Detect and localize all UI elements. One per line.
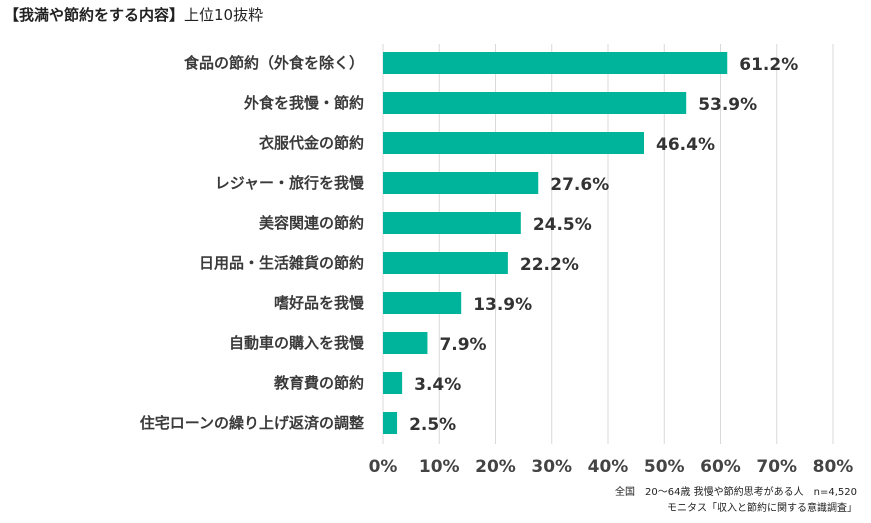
value-label-8: 3.4% — [414, 375, 461, 395]
category-label-3: レジャー・旅行を我慢 — [215, 174, 365, 192]
category-label-0: 食品の節約（外食を除く） — [184, 54, 364, 72]
bar-4 — [383, 212, 521, 234]
bar-2 — [383, 132, 644, 154]
category-label-5: 日用品・生活雑貨の節約 — [199, 254, 364, 272]
value-label-2: 46.4% — [656, 135, 715, 155]
x-tick-label-20: 20% — [475, 457, 516, 477]
x-tick-label-10: 10% — [419, 457, 460, 477]
footnote-sample: 全国 20～64歳 我慢や節約思考がある人 n=4,520 — [615, 487, 857, 498]
x-tick-label-70: 70% — [756, 457, 797, 477]
value-label-4: 24.5% — [533, 215, 592, 235]
value-label-1: 53.9% — [698, 95, 757, 115]
value-label-0: 61.2% — [739, 55, 798, 75]
footnote-source: モニタス「収入と節約に関する意識調査」 — [667, 503, 857, 514]
x-axis-tick-labels: 0% 10% 20% 30% 40% 50% 60% 70% 80% — [369, 457, 854, 477]
bars — [383, 52, 728, 434]
category-label-9: 住宅ローンの繰り上げ返済の調整 — [140, 414, 364, 432]
bar-6 — [383, 292, 462, 314]
x-tick-label-50: 50% — [644, 457, 685, 477]
x-tick-label-80: 80% — [813, 457, 854, 477]
category-label-2: 衣服代金の節約 — [259, 134, 364, 152]
value-label-5: 22.2% — [520, 255, 579, 275]
value-label-3: 27.6% — [550, 175, 609, 195]
x-tick-label-30: 30% — [531, 457, 572, 477]
bar-9 — [383, 412, 398, 434]
bar-3 — [383, 172, 539, 194]
bar-7 — [383, 332, 428, 354]
bar-5 — [383, 252, 508, 274]
category-label-6: 嗜好品を我慢 — [274, 294, 365, 312]
chart-title-rest: 上位10抜粋 — [184, 6, 264, 24]
chart-title-bold: 【我満や節約をする内容】 — [4, 6, 185, 24]
bar-8 — [383, 372, 403, 394]
x-tick-label-60: 60% — [700, 457, 741, 477]
value-label-9: 2.5% — [409, 415, 456, 435]
x-tick-label-0: 0% — [369, 457, 398, 477]
category-label-8: 教育費の節約 — [273, 374, 364, 392]
chart-title: 【我満や節約をする内容】上位10抜粋 — [4, 4, 263, 25]
category-label-4: 美容関連の節約 — [259, 214, 364, 232]
bar-1 — [383, 92, 687, 114]
category-labels: 食品の節約（外食を除く） 外食を我慢・節約衣服代金の節約レジャー・旅行を我慢美容関… — [140, 54, 365, 432]
category-label-7: 自動車の購入を我慢 — [229, 334, 365, 352]
bar-0 — [383, 52, 728, 74]
value-label-7: 7.9% — [439, 335, 486, 355]
value-labels: 61.2% 53.9% 46.4% 27.6% 24.5% 22.2% 13.9% 7.9% 3… — [409, 55, 798, 435]
value-label-6: 13.9% — [473, 295, 532, 315]
category-label-1: 外食を我慢・節約 — [243, 94, 364, 112]
x-tick-label-40: 40% — [588, 457, 629, 477]
